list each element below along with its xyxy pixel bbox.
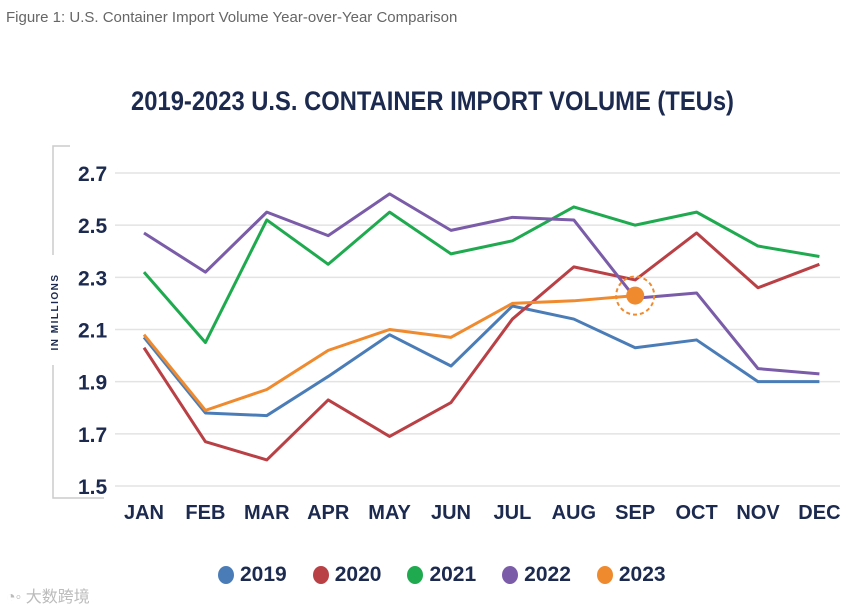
x-tick-label: OCT	[675, 502, 717, 524]
x-tick-label: AUG	[552, 502, 596, 524]
x-tick-label: JUL	[494, 502, 532, 524]
highlight-point	[626, 286, 645, 305]
highlight-ring	[615, 275, 656, 316]
legend-label: 2022	[524, 563, 571, 586]
x-tick-label: JUN	[431, 502, 471, 524]
x-tick-label: JAN	[124, 502, 164, 524]
series-line-2022	[143, 192, 820, 376]
series-line-2021	[142, 205, 820, 345]
legend-item-2022: 2022	[502, 563, 571, 587]
x-tick-label: SEP	[615, 502, 655, 524]
series-line-2023	[142, 294, 636, 412]
legend-swatch	[218, 566, 234, 584]
figure-caption: Figure 1: U.S. Container Import Volume Y…	[6, 9, 458, 26]
y-tick-label: 1.5	[78, 476, 108, 499]
chart-title: 2019-2023 U.S. CONTAINER IMPORT VOLUME (…	[131, 86, 734, 116]
legend-swatch	[312, 566, 329, 584]
legend: 2019 2020 2021 2022 2023	[218, 563, 666, 587]
y-tick-label: 2.7	[78, 163, 107, 186]
watermark-logo: ◔◦ 大数跨境	[6, 589, 90, 606]
y-tick-label: 1.9	[78, 372, 107, 395]
ylabel-backdrop	[47, 255, 61, 365]
y-axis-label: IN MILLIONS	[50, 273, 61, 350]
x-tick-label: DEC	[798, 502, 840, 524]
y-tick-label: 2.5	[78, 215, 108, 238]
legend-label: 2019	[240, 563, 287, 586]
legend-item-2023: 2023	[596, 563, 666, 587]
x-tick-label: MAY	[368, 502, 411, 524]
y-tick-label: 2.3	[78, 267, 107, 290]
x-tick-label: MAR	[244, 502, 290, 524]
legend-label: 2020	[334, 563, 382, 586]
legend-item-2019: 2019	[218, 563, 287, 587]
legend-item-2020: 2020	[312, 563, 382, 587]
legend-label: 2021	[429, 563, 477, 586]
legend-swatch	[502, 566, 519, 584]
legend-swatch	[596, 566, 613, 584]
x-tick-label: NOV	[736, 502, 780, 524]
legend-label: 2023	[618, 563, 666, 586]
legend-swatch	[407, 566, 424, 584]
series-line-2019	[142, 304, 820, 418]
x-tick-label: FEB	[185, 502, 225, 524]
y-tick-label: 2.1	[78, 320, 108, 343]
legend-item-2021: 2021	[407, 563, 476, 587]
y-tick-label: 1.7	[78, 424, 107, 447]
series-line-2020	[142, 231, 820, 462]
x-tick-label: APR	[307, 502, 350, 524]
